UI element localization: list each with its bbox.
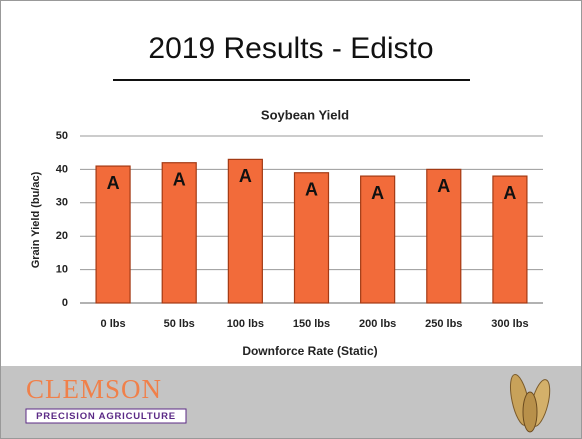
footer-logo: CLEMSON bbox=[26, 374, 162, 404]
x-tick-label: 50 lbs bbox=[164, 318, 195, 330]
bar bbox=[161, 162, 197, 304]
x-tick-label: 250 lbs bbox=[425, 318, 462, 330]
y-tick-label: 30 bbox=[56, 197, 68, 209]
x-tick-label: 0 lbs bbox=[101, 318, 126, 330]
bar bbox=[227, 158, 263, 304]
footer-logo-subtitle: PRECISION AGRICULTURE bbox=[36, 411, 176, 422]
bar bbox=[360, 175, 396, 304]
slide-title: 2019 Results - Edisto bbox=[148, 32, 433, 65]
logo-subtitle-box bbox=[25, 408, 187, 424]
bar-letter: A bbox=[239, 166, 252, 186]
y-tick-label: 20 bbox=[56, 230, 68, 242]
y-tick-label: 0 bbox=[62, 297, 68, 309]
footer-band bbox=[1, 366, 581, 438]
bar-letter: A bbox=[305, 179, 318, 199]
bar-letter: A bbox=[371, 183, 384, 203]
bar-letter: A bbox=[503, 183, 516, 203]
bar bbox=[492, 175, 528, 304]
bar bbox=[426, 168, 462, 304]
bar-letter: A bbox=[173, 169, 186, 189]
bar-letter: A bbox=[437, 176, 450, 196]
x-tick-label: 150 lbs bbox=[293, 318, 330, 330]
y-tick-label: 40 bbox=[56, 163, 68, 175]
x-axis-label: Downforce Rate (Static) bbox=[242, 344, 377, 358]
soybean-icon bbox=[509, 374, 551, 433]
x-tick-label: 300 lbs bbox=[491, 318, 528, 330]
x-tick-label: 200 lbs bbox=[359, 318, 396, 330]
bar-letter: A bbox=[107, 173, 120, 193]
y-tick-label: 50 bbox=[56, 130, 68, 142]
chart-title: Soybean Yield bbox=[261, 107, 349, 122]
bar bbox=[95, 165, 131, 304]
bar bbox=[293, 172, 330, 304]
y-axis-label: Grain Yield (bu/ac) bbox=[30, 171, 42, 268]
x-tick-label: 100 lbs bbox=[227, 318, 264, 330]
y-tick-label: 10 bbox=[56, 264, 68, 276]
